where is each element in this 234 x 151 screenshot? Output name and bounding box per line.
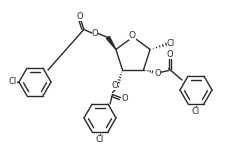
Text: O: O — [154, 69, 161, 78]
Text: O: O — [77, 12, 83, 21]
Text: Cl: Cl — [167, 39, 175, 48]
Text: O: O — [91, 29, 98, 38]
Text: Cl: Cl — [9, 77, 17, 87]
Text: Cl: Cl — [96, 135, 104, 143]
Text: O: O — [166, 50, 173, 59]
Text: O: O — [128, 31, 135, 40]
Polygon shape — [106, 36, 116, 49]
Text: Cl: Cl — [192, 106, 200, 116]
Text: O: O — [111, 81, 118, 90]
Text: O: O — [121, 94, 128, 103]
